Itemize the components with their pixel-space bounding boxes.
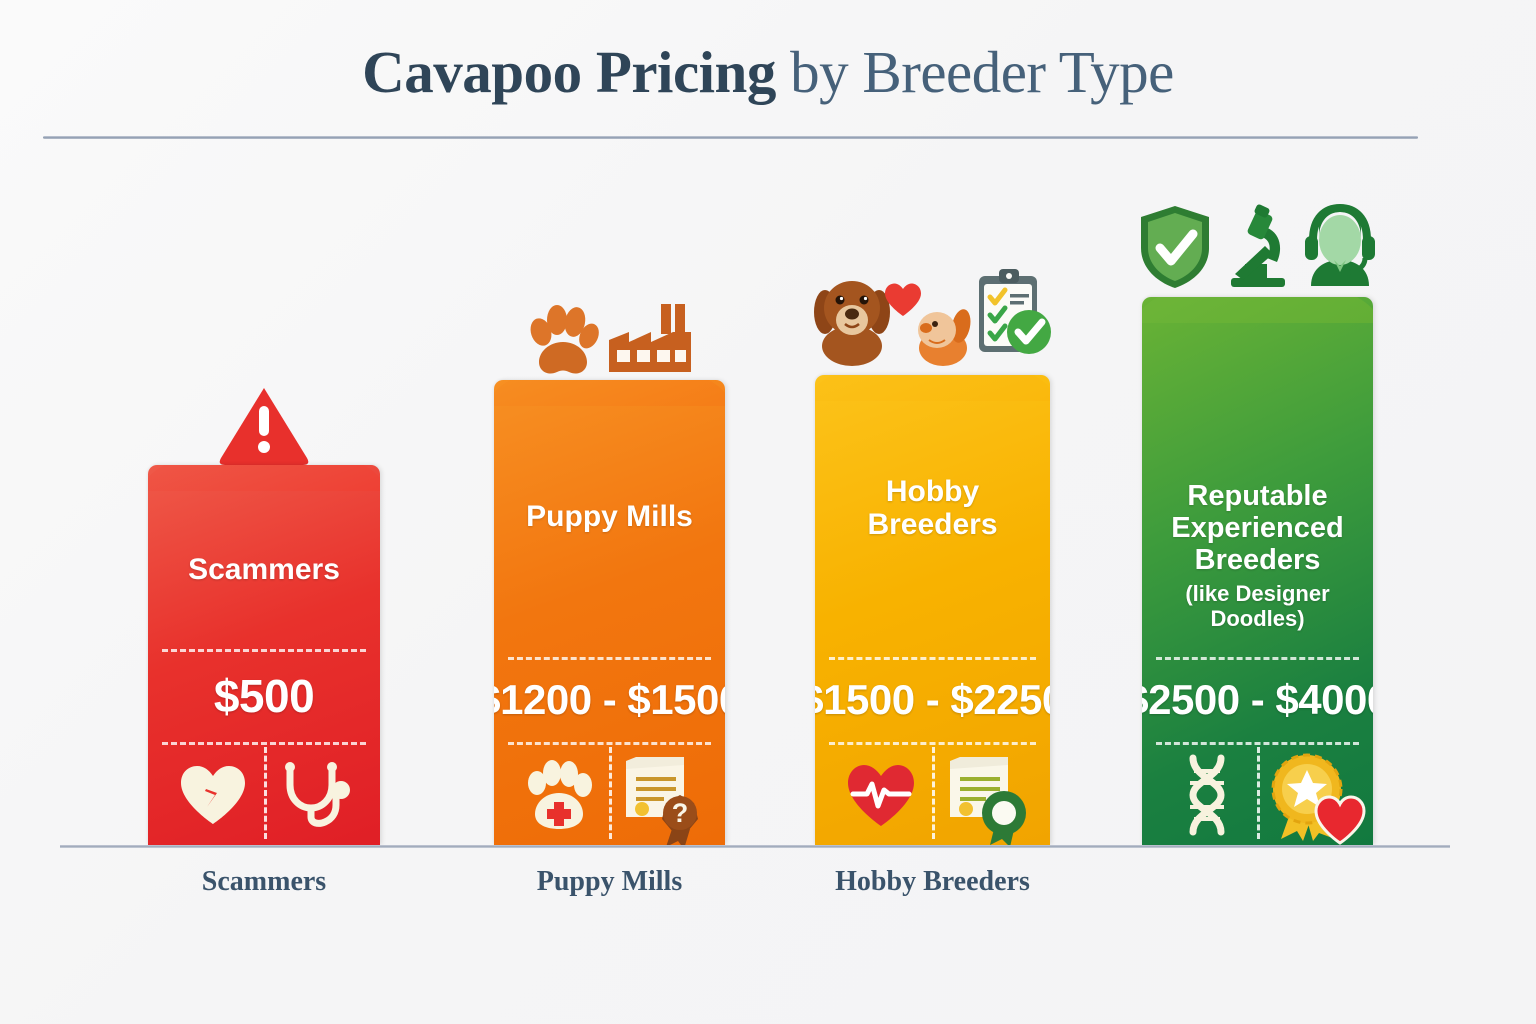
bar-icon-cell xyxy=(264,761,366,829)
microscope-icon xyxy=(1221,204,1293,290)
broken-heart-icon xyxy=(178,763,248,827)
bar-label-scammers: Scammers xyxy=(148,553,380,586)
top-icons-scammers xyxy=(148,378,380,468)
bar-icon-cell xyxy=(162,763,264,827)
bar-label-line: Hobby xyxy=(885,475,980,508)
divider-dashed-top-hobby-breeders xyxy=(829,657,1036,660)
bar-group-scammers: Scammers $500 xyxy=(148,0,380,845)
bar-group-hobby-breeders: Hobby Breeders $1500 - $2250 xyxy=(813,0,1051,845)
heart-icon xyxy=(1313,795,1367,845)
puppy-icon xyxy=(913,296,973,366)
bottom-icons-hobby-breeders xyxy=(829,745,1036,845)
bar-label-reputable-breeders: Reputable Experienced Breeders xyxy=(1142,480,1373,577)
bar-icon-cell xyxy=(508,759,610,831)
icon-vertical-divider xyxy=(264,747,267,839)
chart-baseline-axis xyxy=(60,845,1450,848)
icon-vertical-divider xyxy=(932,747,936,839)
page-title: Cavapoo Pricing by Breeder Type xyxy=(0,39,1536,105)
bar-icon-cell: ? xyxy=(610,755,712,845)
divider-dashed-bottom-hobby-breeders xyxy=(829,742,1036,745)
heart-pulse-icon xyxy=(845,762,917,828)
clipboard-checklist-icon xyxy=(973,266,1051,364)
bottom-icons-reputable-breeders xyxy=(1156,745,1366,845)
bar-icon-cell xyxy=(1258,749,1366,845)
stethoscope-icon xyxy=(278,761,352,829)
bar-hobby-breeders[interactable]: Hobby Breeders $1500 - $2250 xyxy=(815,375,1050,845)
page-title-light: by Breeder Type xyxy=(775,39,1174,105)
title-divider-rule xyxy=(43,136,1418,139)
bar-label-line: Scammers xyxy=(188,553,340,586)
bar-price-hobby-breeders: $1500 - $2250 xyxy=(815,676,1050,723)
bar-label-line: Puppy Mills xyxy=(526,500,693,533)
bottom-icons-scammers xyxy=(162,745,366,845)
bar-group-reputable-breeders: Reputable Experienced Breeders (like Des… xyxy=(1140,0,1375,845)
x-axis-label-puppy-mills: Puppy Mills xyxy=(536,866,683,897)
bar-icon-cell xyxy=(1156,754,1258,836)
paw-print-icon xyxy=(527,302,599,378)
x-axis-label-scammers: Scammers xyxy=(201,866,327,897)
x-axis-label-hobby-breeders: Hobby Breeders xyxy=(835,866,1030,897)
bottom-icons-puppy-mills: ? xyxy=(508,745,711,845)
certificate-seal-icon xyxy=(942,755,1027,845)
bar-label-line: Experienced xyxy=(1171,511,1344,544)
icon-vertical-divider xyxy=(1257,747,1261,839)
bar-icon-cell xyxy=(933,755,1036,845)
page-title-bold: Cavapoo Pricing xyxy=(362,39,776,105)
dna-icon xyxy=(1179,754,1235,836)
bar-puppy-mills[interactable]: Puppy Mills $1200 - $1500 xyxy=(494,380,725,845)
factory-icon xyxy=(607,302,693,378)
bar-icon-cell xyxy=(829,762,932,828)
bar-reputable-breeders[interactable]: Reputable Experienced Breeders (like Des… xyxy=(1142,297,1373,845)
bar-group-puppy-mills: Puppy Mills $1200 - $1500 xyxy=(494,0,725,845)
divider-dashed-bottom-scammers xyxy=(161,742,367,745)
divider-dashed-bottom-puppy-mills xyxy=(507,742,712,745)
bar-price-puppy-mills: $1200 - $1500 xyxy=(494,676,725,723)
heart-icon xyxy=(883,282,923,318)
title-block: Cavapoo Pricing by Breeder Type xyxy=(0,39,1536,105)
divider-dashed-bottom-reputable-breeders xyxy=(1155,742,1360,745)
warning-triangle-icon xyxy=(217,384,311,468)
bar-label-hobby-breeders: Hobby Breeders xyxy=(815,475,1050,541)
top-icons-reputable-breeders xyxy=(1140,190,1375,290)
headset-support-icon xyxy=(1301,203,1379,290)
bar-sublabel-reputable-breeders: (like Designer Doodles) xyxy=(1185,580,1330,631)
bar-label-line: Breeders xyxy=(1194,543,1321,576)
shield-check-icon xyxy=(1137,204,1213,290)
divider-dashed-top-puppy-mills xyxy=(507,657,712,660)
paw-medical-cross-icon xyxy=(523,759,595,831)
top-icons-puppy-mills xyxy=(494,296,725,378)
icon-vertical-divider xyxy=(609,747,613,839)
certificate-question-icon: ? xyxy=(618,755,702,845)
dog-icon xyxy=(813,264,890,366)
bar-label-line: Breeders xyxy=(867,508,998,541)
divider-dashed-top-scammers xyxy=(161,649,367,652)
bar-label-puppy-mills: Puppy Mills xyxy=(494,500,725,533)
bar-price-reputable-breeders: $2500 - $4000 xyxy=(1142,676,1373,723)
svg-text:?: ? xyxy=(672,798,689,828)
bar-price-scammers: $500 xyxy=(213,670,315,722)
divider-dashed-top-reputable-breeders xyxy=(1155,657,1360,660)
bar-label-line: Reputable xyxy=(1187,480,1328,512)
top-icons-hobby-breeders xyxy=(813,256,1051,366)
bar-scammers[interactable]: Scammers $500 xyxy=(148,465,380,845)
